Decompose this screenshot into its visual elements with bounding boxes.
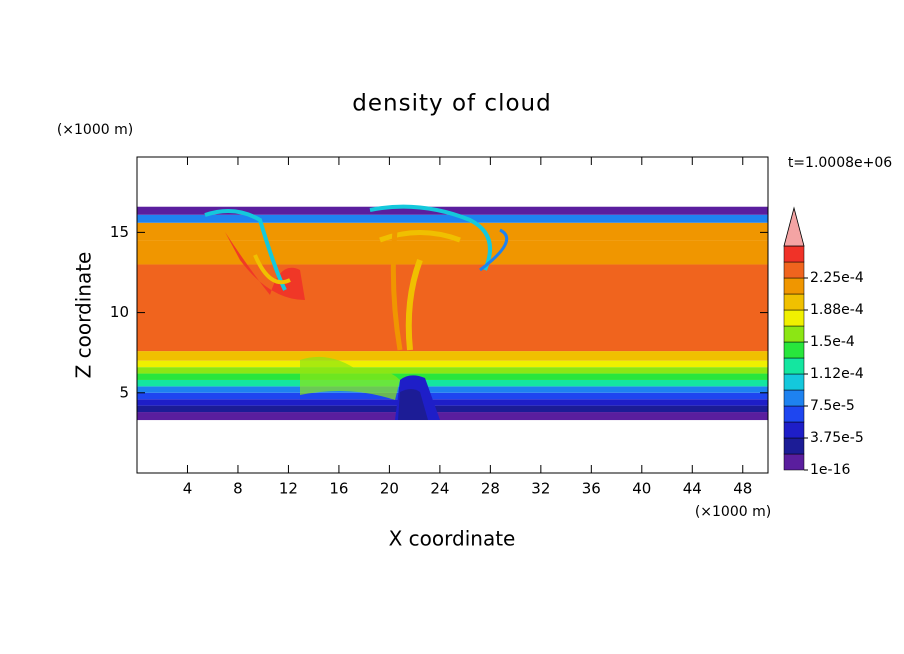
x-tick-label: 20 [380, 480, 399, 498]
x-tick-label: 40 [632, 480, 651, 498]
colorbar-box [783, 325, 805, 343]
contour-band [137, 214, 768, 223]
colorbar-box [783, 309, 805, 327]
y-tick-label: 10 [110, 303, 129, 321]
contour-field [137, 206, 768, 421]
colorbar-box [783, 373, 805, 391]
x-tick-label: 16 [329, 480, 348, 498]
colorbar-tick-label: 1e-16 [810, 462, 850, 478]
y-tick-label: 5 [119, 383, 129, 401]
colorbar-box [783, 277, 805, 295]
colorbar-box [783, 389, 805, 407]
x-tick-label: 36 [582, 480, 601, 498]
contour-band [137, 360, 768, 368]
x-axis-label: X coordinate [389, 527, 516, 551]
x-unit: (×1000 m) [695, 504, 771, 520]
x-tick-label: 44 [683, 480, 702, 498]
colorbar-tick-label: 1.5e-4 [810, 334, 855, 350]
x-tick-label: 28 [481, 480, 500, 498]
y-axis-label: Z coordinate [72, 252, 96, 379]
contour-band [137, 222, 768, 241]
colorbar: 1e-16 3.75e-5 7.5e-5 1.12e-4 1.5e-4 1.88e-4 2.… [783, 206, 864, 478]
colorbar-tick-label: 2.25e-4 [810, 270, 864, 286]
colorbar-box [783, 453, 805, 471]
contour-band [137, 379, 768, 387]
contour-band [137, 399, 768, 406]
contour-band [137, 373, 768, 380]
colorbar-box [783, 261, 805, 279]
contour-band [137, 412, 768, 421]
colorbar-box [783, 245, 805, 263]
field-structure [204, 204, 509, 420]
colorbar-tick-label: 7.5e-5 [810, 398, 855, 414]
colorbar-tick-label: 1.12e-4 [810, 366, 864, 382]
plot-frame [136, 156, 769, 474]
contour-band [137, 405, 768, 413]
chart-title: density of cloud [352, 91, 551, 117]
x-tick-label: 4 [183, 480, 193, 498]
colorbar-extend [783, 206, 805, 247]
colorbar-box [783, 357, 805, 375]
contour-band [137, 367, 768, 374]
time-label: t=1.0008e+06 [788, 155, 892, 171]
x-tick-label: 12 [279, 480, 298, 498]
colorbar-box [783, 293, 805, 311]
contour-band [137, 351, 768, 361]
contour-band [137, 206, 768, 215]
contour-band [137, 392, 768, 400]
x-tick-label: 24 [430, 480, 449, 498]
colorbar-tick-label: 1.88e-4 [810, 302, 864, 318]
contour-band [137, 386, 768, 393]
colorbar-box [783, 421, 805, 439]
y-tick-label: 15 [110, 223, 129, 241]
x-tick-label: 48 [733, 480, 752, 498]
colorbar-box [783, 405, 805, 423]
contour-band [137, 264, 768, 352]
y-unit: (×1000 m) [57, 122, 133, 138]
x-tick-label: 8 [233, 480, 243, 498]
colorbar-box [783, 341, 805, 359]
colorbar-box [783, 437, 805, 455]
x-tick-label: 32 [531, 480, 550, 498]
colorbar-tick-label: 3.75e-5 [810, 430, 864, 446]
